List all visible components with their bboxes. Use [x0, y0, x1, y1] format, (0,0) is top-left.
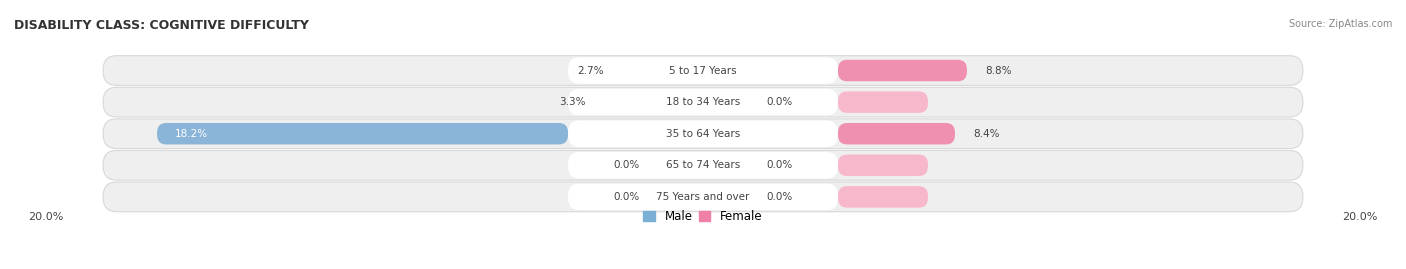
Text: 3.3%: 3.3%	[560, 97, 586, 107]
Legend: Male, Female: Male, Female	[644, 210, 762, 223]
Text: DISABILITY CLASS: COGNITIVE DIFFICULTY: DISABILITY CLASS: COGNITIVE DIFFICULTY	[14, 19, 309, 32]
FancyBboxPatch shape	[568, 57, 838, 84]
Text: 75 Years and over: 75 Years and over	[657, 192, 749, 202]
Text: 20.0%: 20.0%	[28, 212, 63, 222]
Text: 65 to 74 Years: 65 to 74 Years	[666, 160, 740, 170]
FancyBboxPatch shape	[838, 155, 928, 176]
Text: 5 to 17 Years: 5 to 17 Years	[669, 66, 737, 76]
FancyBboxPatch shape	[838, 186, 928, 208]
FancyBboxPatch shape	[568, 89, 838, 115]
Text: Source: ZipAtlas.com: Source: ZipAtlas.com	[1288, 19, 1392, 29]
Text: 0.0%: 0.0%	[766, 160, 792, 170]
Text: 35 to 64 Years: 35 to 64 Years	[666, 129, 740, 139]
FancyBboxPatch shape	[103, 182, 1303, 212]
Text: 20.0%: 20.0%	[1343, 212, 1378, 222]
FancyBboxPatch shape	[103, 150, 1303, 180]
Text: 8.4%: 8.4%	[973, 129, 1000, 139]
FancyBboxPatch shape	[568, 121, 838, 147]
FancyBboxPatch shape	[103, 87, 1303, 117]
FancyBboxPatch shape	[103, 119, 1303, 148]
Text: 0.0%: 0.0%	[766, 192, 792, 202]
Text: 0.0%: 0.0%	[614, 160, 640, 170]
Text: 2.7%: 2.7%	[578, 66, 605, 76]
FancyBboxPatch shape	[838, 60, 967, 81]
FancyBboxPatch shape	[568, 184, 838, 210]
Text: 18 to 34 Years: 18 to 34 Years	[666, 97, 740, 107]
FancyBboxPatch shape	[838, 91, 928, 113]
FancyBboxPatch shape	[103, 56, 1303, 85]
FancyBboxPatch shape	[157, 123, 568, 144]
FancyBboxPatch shape	[568, 152, 838, 179]
Text: 0.0%: 0.0%	[766, 97, 792, 107]
Text: 8.8%: 8.8%	[986, 66, 1011, 76]
FancyBboxPatch shape	[838, 123, 955, 144]
FancyBboxPatch shape	[605, 91, 640, 113]
Text: 0.0%: 0.0%	[614, 192, 640, 202]
FancyBboxPatch shape	[658, 186, 748, 208]
FancyBboxPatch shape	[658, 155, 748, 176]
Text: 18.2%: 18.2%	[176, 129, 208, 139]
FancyBboxPatch shape	[621, 60, 676, 81]
